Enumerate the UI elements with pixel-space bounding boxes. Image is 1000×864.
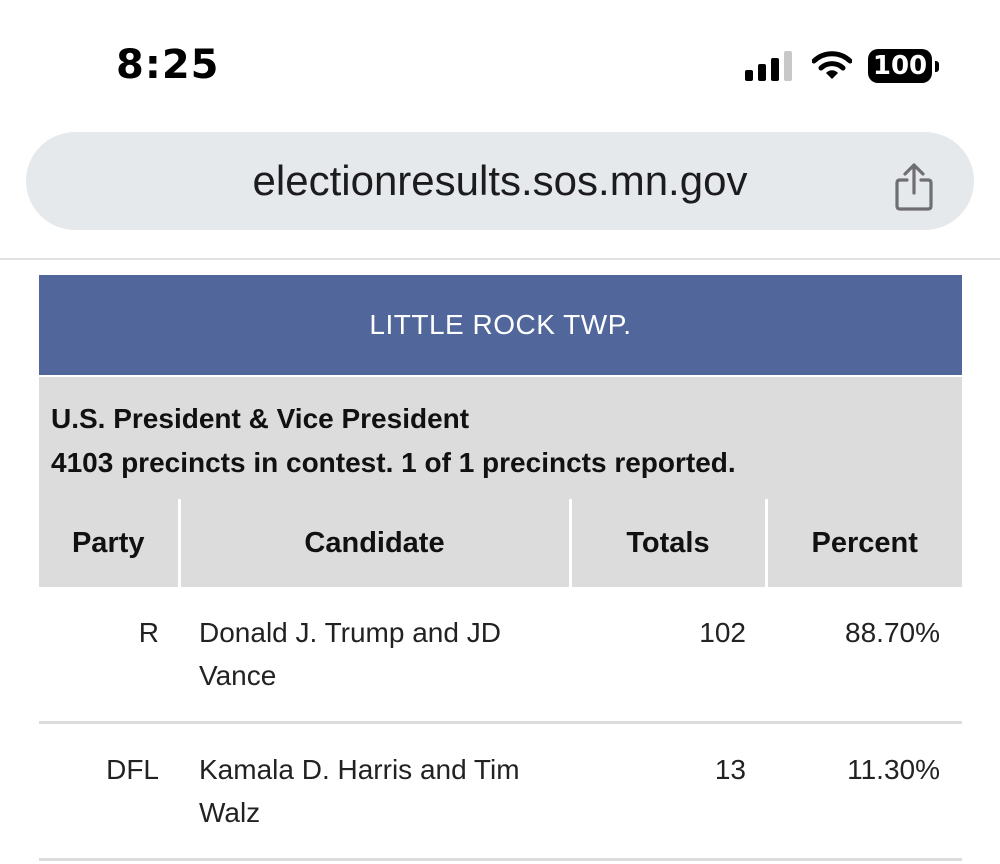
column-header-candidate: Candidate <box>179 499 572 587</box>
totals-cell: 102 <box>570 587 766 724</box>
results-table: Party Candidate Totals Percent R Donald … <box>39 499 962 861</box>
clock: 8:25 <box>116 42 220 88</box>
signal-icon <box>745 51 792 81</box>
wifi-icon <box>812 51 852 79</box>
battery-level: 100 <box>872 51 928 81</box>
party-cell: DFL <box>39 722 179 861</box>
table-row: DFL Kamala D. Harris and Tim Walz 13 11.… <box>39 722 962 861</box>
candidate-cell: Kamala D. Harris and Tim Walz <box>179 722 570 861</box>
divider <box>0 258 1000 260</box>
battery-icon: 100 <box>868 49 939 83</box>
results-panel: LITTLE ROCK TWP. U.S. President & Vice P… <box>39 275 962 861</box>
column-header-percent: Percent <box>766 499 962 587</box>
column-header-totals: Totals <box>570 499 768 587</box>
candidate-cell: Donald J. Trump and JD Vance <box>179 587 570 724</box>
contest-status: 4103 precincts in contest. 1 of 1 precin… <box>51 447 736 478</box>
column-header-party: Party <box>39 499 181 587</box>
url-text[interactable]: electionresults.sos.mn.gov <box>252 157 748 204</box>
percent-cell: 11.30% <box>766 722 962 861</box>
table-header-row: Party Candidate Totals Percent <box>39 499 962 587</box>
share-icon[interactable] <box>890 162 938 212</box>
address-bar[interactable]: electionresults.sos.mn.gov <box>26 132 974 230</box>
status-icons: 100 <box>745 48 939 84</box>
contest-title: U.S. President & Vice President <box>51 403 470 434</box>
location-header: LITTLE ROCK TWP. <box>39 275 962 375</box>
party-cell: R <box>39 587 179 724</box>
table-row: R Donald J. Trump and JD Vance 102 88.70… <box>39 587 962 724</box>
status-bar: 8:25 100 <box>0 0 1000 130</box>
percent-cell: 88.70% <box>766 587 962 724</box>
contest-info: U.S. President & Vice President 4103 pre… <box>39 375 962 499</box>
totals-cell: 13 <box>570 722 766 861</box>
